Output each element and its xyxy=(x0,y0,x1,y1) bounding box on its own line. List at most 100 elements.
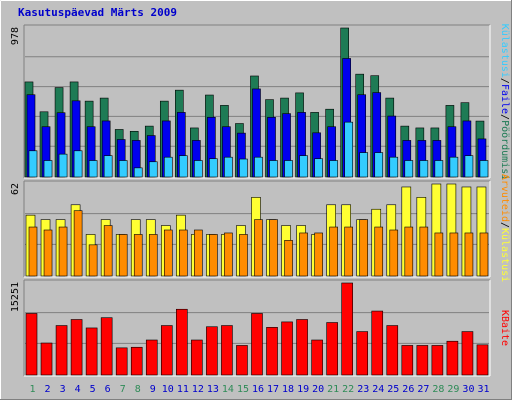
legend-entry: Faile xyxy=(499,84,510,114)
bar-kbytes-day-4 xyxy=(70,319,83,376)
chart-title: Kasutuspäevad Märts 2009 xyxy=(18,6,177,19)
bar-visits-day-31 xyxy=(479,160,489,178)
bar-kbytes-day-11 xyxy=(176,308,188,376)
bar-visits-day-10 xyxy=(163,156,173,178)
bar-visits-day-18 xyxy=(284,160,293,178)
bar-sites-day-5 xyxy=(88,244,98,277)
bar-visits-day-13 xyxy=(209,158,218,178)
x-tick-label: 24 xyxy=(372,384,384,395)
bar-visits-day-11 xyxy=(179,155,188,178)
bar-sites-day-11 xyxy=(179,229,188,277)
bar-kbytes-day-21 xyxy=(326,322,338,376)
bar-sites-day-3 xyxy=(58,226,68,277)
bar-visits-day-17 xyxy=(269,160,278,178)
bar-visits-day-23 xyxy=(359,152,369,178)
bar-visits-day-7 xyxy=(118,160,128,178)
bottom-y-max-label: 15251 xyxy=(10,282,21,312)
bar-visits-day-22 xyxy=(344,121,353,178)
bar-kbytes-day-30 xyxy=(461,331,474,376)
x-tick-label: 8 xyxy=(135,384,141,395)
bar-kbytes-day-28 xyxy=(431,345,444,376)
bar-sites-day-24 xyxy=(374,226,384,277)
bar-sites-day-18 xyxy=(284,240,293,277)
bar-kbytes-day-5 xyxy=(85,327,98,376)
bar-kbytes-day-1 xyxy=(25,313,38,376)
bar-kbytes-day-26 xyxy=(401,345,414,376)
legend-entry: / xyxy=(499,78,510,84)
x-tick-label: 23 xyxy=(357,384,369,395)
bar-sites-day-15 xyxy=(239,234,248,277)
x-tick-label: 28 xyxy=(432,384,444,395)
x-tick-label: 4 xyxy=(75,384,81,395)
bar-sites-day-22 xyxy=(344,226,353,277)
bar-kbytes-day-19 xyxy=(296,319,308,376)
bar-kbytes-day-14 xyxy=(221,325,233,376)
bar-visits-day-6 xyxy=(103,155,113,178)
x-tick-label: 14 xyxy=(222,384,234,395)
bar-kbytes-day-13 xyxy=(206,326,218,376)
bar-kbytes-day-24 xyxy=(371,310,384,376)
x-tick-label: 11 xyxy=(177,384,189,395)
bar-visits-day-26 xyxy=(404,160,414,178)
bar-kbytes-day-20 xyxy=(311,339,323,376)
bar-kbytes-day-3 xyxy=(55,325,68,376)
bar-sites-day-1 xyxy=(28,226,38,277)
bar-kbytes-day-29 xyxy=(446,340,459,376)
x-tick-label: 9 xyxy=(150,384,156,395)
legend-entry: KBaite xyxy=(499,310,510,346)
bar-kbytes-day-18 xyxy=(281,321,293,376)
bar-sites-day-6 xyxy=(103,225,113,277)
bar-kbytes-day-12 xyxy=(191,339,203,376)
legend-bottom: KBaite xyxy=(499,310,510,346)
bar-kbytes-day-9 xyxy=(145,339,158,376)
legend-entry: Külastusi xyxy=(499,228,510,282)
bar-sites-day-2 xyxy=(43,229,53,277)
legend-entry: / xyxy=(499,222,510,228)
bar-sites-day-8 xyxy=(133,234,143,277)
bar-kbytes-day-15 xyxy=(236,345,248,376)
bar-sites-day-9 xyxy=(148,234,158,277)
bar-visits-day-21 xyxy=(329,160,338,178)
top-y-max-label: 978 xyxy=(10,27,21,45)
bar-sites-day-28 xyxy=(434,232,444,277)
bar-visits-day-29 xyxy=(449,156,459,178)
x-tick-label: 16 xyxy=(252,384,264,395)
bar-kbytes-day-7 xyxy=(115,347,128,376)
legend-top: Külastusi/Faile/Pöördumisi xyxy=(499,24,510,181)
bar-sites-day-31 xyxy=(479,232,489,277)
x-tick-label: 1 xyxy=(30,384,36,395)
x-tick-label: 3 xyxy=(60,384,66,395)
legend-entry: Külastusi xyxy=(499,24,510,78)
bar-kbytes-day-8 xyxy=(130,346,143,376)
bar-kbytes-day-25 xyxy=(386,325,399,376)
x-tick-label: 13 xyxy=(207,384,219,395)
x-tick-label: 19 xyxy=(297,384,309,395)
bar-visits-day-19 xyxy=(299,155,308,178)
bar-sites-day-30 xyxy=(464,232,474,277)
bar-sites-day-17 xyxy=(269,219,278,277)
bar-sites-day-14 xyxy=(224,232,233,277)
x-tick-label: 15 xyxy=(237,384,249,395)
bar-kbytes-day-17 xyxy=(266,327,278,376)
x-tick-label: 29 xyxy=(447,384,459,395)
bar-visits-day-9 xyxy=(148,161,158,178)
bar-kbytes-day-6 xyxy=(100,317,113,376)
bar-visits-day-28 xyxy=(434,160,444,178)
legend-middle: Arvuteid/Külastusi xyxy=(499,174,510,282)
bar-kbytes-day-16 xyxy=(251,313,263,376)
x-tick-label: 12 xyxy=(192,384,204,395)
x-tick-label: 22 xyxy=(342,384,354,395)
middle-y-max-label: 62 xyxy=(10,183,21,195)
x-tick-label: 25 xyxy=(387,384,399,395)
x-tick-label: 17 xyxy=(267,384,279,395)
bar-visits-day-5 xyxy=(88,160,98,178)
bar-sites-day-21 xyxy=(329,226,338,277)
bar-visits-day-20 xyxy=(314,158,323,178)
x-tick-label: 30 xyxy=(462,384,474,395)
x-tick-label: 27 xyxy=(417,384,429,395)
bar-visits-day-25 xyxy=(389,156,399,178)
bar-sites-day-23 xyxy=(359,219,369,277)
x-tick-label: 31 xyxy=(477,384,489,395)
bar-sites-day-29 xyxy=(449,232,459,277)
x-tick-label: 10 xyxy=(162,384,174,395)
